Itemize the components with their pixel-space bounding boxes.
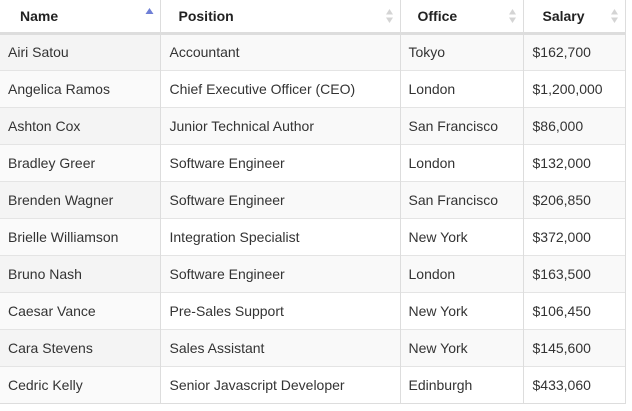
cell-office: London (400, 254, 524, 292)
table-row[interactable]: Caesar Vance Pre-Sales Support New York … (0, 291, 626, 329)
cell-salary: $106,450 (523, 291, 626, 329)
table-row[interactable]: Brielle Williamson Integration Specialis… (0, 217, 626, 255)
cell-name: Airi Satou (0, 33, 161, 70)
cell-position: Software Engineer (160, 143, 401, 181)
column-header-name[interactable]: Name (0, 0, 161, 35)
cell-name: Bradley Greer (0, 143, 161, 181)
table-body: Airi Satou Accountant Tokyo $162,700 Ang… (0, 33, 626, 404)
cell-name: Caesar Vance (0, 291, 161, 329)
cell-salary: $162,700 (523, 33, 626, 70)
cell-name: Cedric Kelly (0, 365, 161, 404)
cell-salary: $372,000 (523, 217, 626, 255)
sort-both-icon (610, 7, 619, 25)
column-header-label: Name (20, 7, 59, 24)
table-row[interactable]: Cedric Kelly Senior Javascript Developer… (0, 365, 626, 404)
sort-ascending-icon (145, 7, 154, 25)
employee-table: Name Position Office (0, 0, 626, 404)
cell-salary: $206,850 (523, 180, 626, 218)
cell-position: Accountant (160, 33, 401, 70)
cell-name: Brenden Wagner (0, 180, 161, 218)
cell-office: San Francisco (400, 180, 524, 218)
column-header-label: Position (178, 7, 234, 24)
header-row: Name Position Office (0, 0, 626, 35)
cell-office: Tokyo (400, 33, 524, 70)
cell-position: Pre-Sales Support (160, 291, 401, 329)
cell-office: Edinburgh (400, 365, 524, 404)
cell-salary: $145,600 (523, 328, 626, 366)
cell-office: New York (400, 328, 524, 366)
sort-both-icon (385, 7, 394, 25)
cell-salary: $86,000 (523, 106, 626, 144)
cell-position: Integration Specialist (160, 217, 401, 255)
column-header-label: Office (417, 7, 458, 24)
table-row[interactable]: Brenden Wagner Software Engineer San Fra… (0, 180, 626, 218)
cell-name: Bruno Nash (0, 254, 161, 292)
cell-office: New York (400, 217, 524, 255)
cell-position: Chief Executive Officer (CEO) (160, 69, 401, 107)
table-row[interactable]: Cara Stevens Sales Assistant New York $1… (0, 328, 626, 366)
cell-name: Angelica Ramos (0, 69, 161, 107)
table-row[interactable]: Angelica Ramos Chief Executive Officer (… (0, 69, 626, 107)
cell-position: Software Engineer (160, 254, 401, 292)
cell-office: London (400, 69, 524, 107)
cell-name: Ashton Cox (0, 106, 161, 144)
table-row[interactable]: Bradley Greer Software Engineer London $… (0, 143, 626, 181)
table-header: Name Position Office (0, 0, 626, 35)
cell-salary: $433,060 (523, 365, 626, 404)
cell-salary: $1,200,000 (523, 69, 626, 107)
cell-name: Brielle Williamson (0, 217, 161, 255)
column-header-office[interactable]: Office (400, 0, 524, 35)
cell-position: Sales Assistant (160, 328, 401, 366)
cell-office: New York (400, 291, 524, 329)
table-row[interactable]: Bruno Nash Software Engineer London $163… (0, 254, 626, 292)
column-header-salary[interactable]: Salary (523, 0, 626, 35)
cell-salary: $132,000 (523, 143, 626, 181)
cell-position: Junior Technical Author (160, 106, 401, 144)
column-header-position[interactable]: Position (160, 0, 401, 35)
table-row[interactable]: Airi Satou Accountant Tokyo $162,700 (0, 33, 626, 70)
column-header-label: Salary (542, 7, 585, 24)
cell-office: London (400, 143, 524, 181)
cell-name: Cara Stevens (0, 328, 161, 366)
cell-position: Software Engineer (160, 180, 401, 218)
table-row[interactable]: Ashton Cox Junior Technical Author San F… (0, 106, 626, 144)
cell-position: Senior Javascript Developer (160, 365, 401, 404)
cell-office: San Francisco (400, 106, 524, 144)
sort-both-icon (508, 7, 517, 25)
cell-salary: $163,500 (523, 254, 626, 292)
